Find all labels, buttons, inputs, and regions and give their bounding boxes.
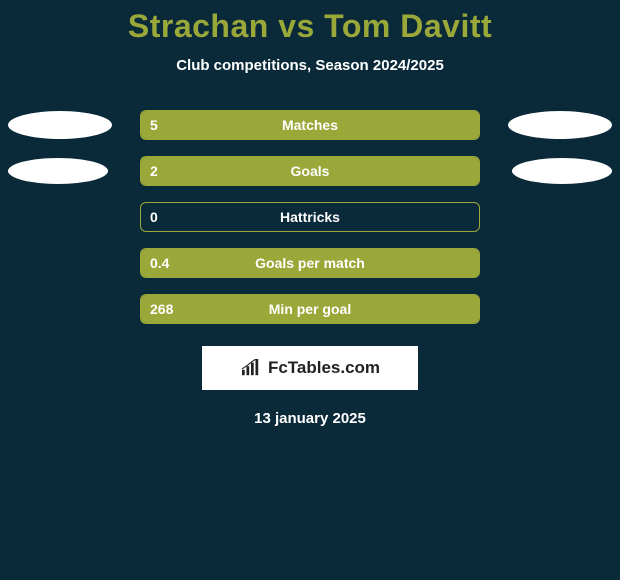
stat-row: 268 Min per goal [0,286,620,332]
comparison-chart: 5 Matches 2 Goals 0 Hattricks 0.4 Goals … [0,102,620,332]
stat-row: 0 Hattricks [0,194,620,240]
stat-label: Min per goal [140,294,480,324]
stat-label: Hattricks [140,202,480,232]
logo-box: FcTables.com [202,346,418,390]
stat-label: Goals [140,156,480,186]
stat-row: 5 Matches [0,102,620,148]
subtitle: Club competitions, Season 2024/2025 [0,57,620,74]
left-ellipse [8,111,112,139]
right-ellipse [508,111,612,139]
stat-row: 0.4 Goals per match [0,240,620,286]
left-ellipse [8,158,108,184]
right-ellipse [512,158,612,184]
logo-text: FcTables.com [268,358,380,378]
page-title: Strachan vs Tom Davitt [0,0,620,45]
stat-label: Matches [140,110,480,140]
bar-chart-icon [240,359,262,377]
stat-label: Goals per match [140,248,480,278]
stat-row: 2 Goals [0,148,620,194]
date-line: 13 january 2025 [0,410,620,427]
